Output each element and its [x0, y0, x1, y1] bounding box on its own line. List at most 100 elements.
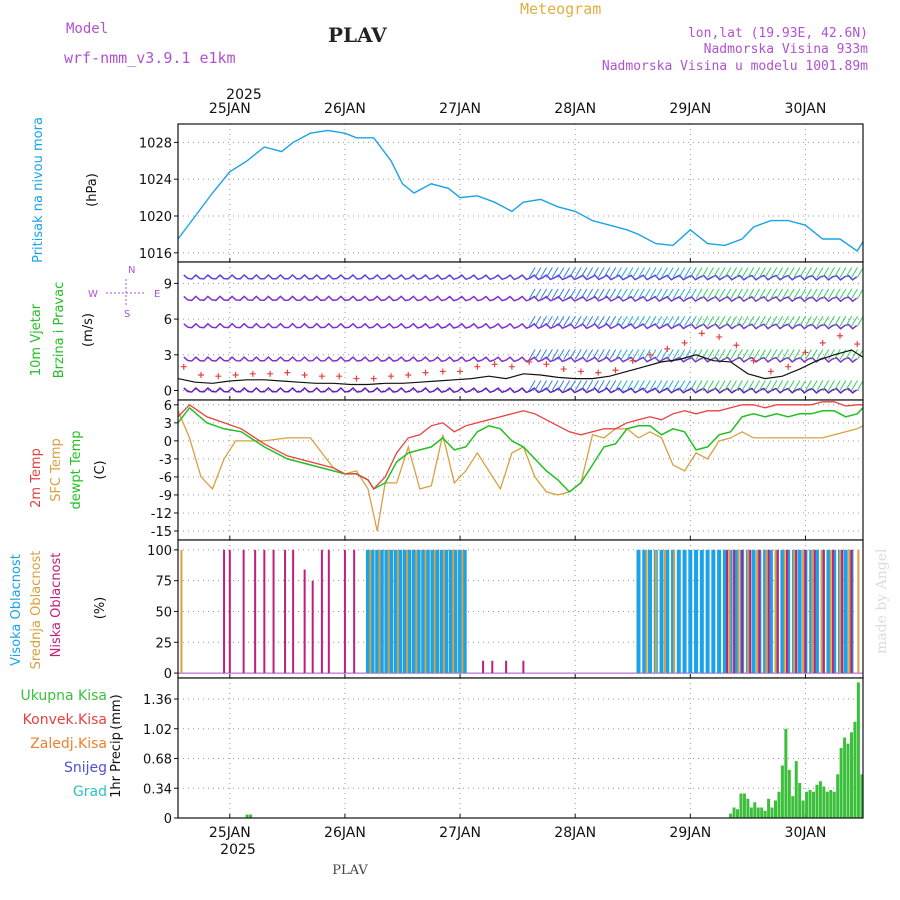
wind-barb: [540, 315, 548, 327]
wind-barb: [730, 288, 738, 300]
cloud-bar: [663, 549, 666, 674]
wind-barb: [597, 267, 605, 278]
wind-barb: [609, 380, 617, 391]
wind-barb: [851, 349, 858, 360]
cloud-bar: [673, 549, 676, 674]
wind-barb: [574, 267, 582, 278]
precip-bar: [822, 786, 826, 818]
wind-barb: [609, 349, 617, 360]
wind-barb: [695, 267, 703, 278]
wind-barb: [764, 267, 772, 278]
wind-barb: [793, 315, 801, 327]
precip-bar: [856, 682, 860, 818]
wind-barb: [540, 267, 548, 278]
precip-bar: [825, 791, 829, 818]
gust-marker: [767, 368, 774, 375]
wind-barb: [551, 288, 559, 300]
wind-barb: [580, 349, 588, 360]
y-tick-label: 1020: [139, 210, 172, 225]
wind-barb: [741, 315, 749, 327]
cloud-bar: [442, 549, 445, 674]
wind-barb: [609, 267, 617, 278]
wind-barb: [620, 380, 628, 391]
bottom-day-label: 25JAN: [209, 825, 251, 841]
wind-barb: [799, 267, 807, 278]
gust-marker: [249, 370, 256, 377]
wind-barb: [701, 288, 709, 300]
cloud-bar: [826, 549, 831, 674]
wind-barb: [781, 267, 789, 278]
wind-barb: [781, 315, 789, 327]
wind-barb: [603, 315, 611, 327]
wind-barb: [666, 267, 674, 278]
wind-barb: [718, 349, 726, 360]
cloud-bar: [726, 549, 729, 674]
wind-barb: [620, 349, 628, 360]
wind-barb: [822, 380, 830, 391]
precip-bar: [767, 798, 771, 818]
wind-barb: [615, 288, 622, 300]
cloud-bar: [717, 549, 722, 674]
top-day-label: 25JAN: [209, 101, 251, 117]
wind-barb: [787, 267, 795, 278]
cloud-bar: [416, 549, 421, 674]
bottom-day-label: 28JAN: [554, 825, 596, 841]
wind-barb: [568, 315, 576, 327]
gust-marker: [647, 351, 654, 358]
precip-bar: [780, 765, 784, 818]
gust-marker: [560, 366, 567, 373]
wind-barb: [603, 288, 611, 300]
wind-barb: [810, 315, 818, 327]
gust-marker: [284, 369, 291, 376]
wind-barb: [810, 288, 818, 300]
wind-barb: [649, 267, 657, 278]
wind-barb: [551, 349, 559, 360]
plot-area: [178, 400, 863, 540]
precip-bar: [787, 769, 791, 818]
wind-barb: [741, 349, 749, 360]
cloud-bar: [425, 549, 430, 674]
cloud-bar: [396, 549, 399, 674]
precip-bar: [791, 796, 795, 818]
wind-barb: [781, 349, 789, 360]
wind-barb: [845, 380, 853, 391]
cloud-bar: [398, 549, 403, 674]
cloud-bar: [776, 549, 779, 674]
wind-barb: [747, 349, 755, 360]
wind-barb: [528, 349, 536, 360]
gust-marker: [318, 373, 325, 380]
cloud-bar: [768, 549, 773, 674]
precip-bar: [732, 807, 736, 818]
cloud-bar: [180, 549, 183, 674]
cloud-bar: [832, 549, 835, 674]
cloud-bar: [369, 549, 372, 674]
station-title: PLAV: [328, 23, 387, 47]
cloud-bar: [767, 549, 770, 674]
legend-item: Ukupna Kisa: [20, 688, 107, 704]
gust-marker: [836, 332, 843, 339]
wind-barb: [856, 315, 864, 327]
wind-barb: [528, 315, 536, 327]
wind-barb: [632, 349, 640, 360]
cloud-bar: [406, 549, 409, 674]
wind-barb: [574, 288, 582, 300]
wind-barb: [626, 267, 634, 278]
wind-barb: [528, 380, 536, 391]
cloud-bar: [737, 549, 740, 674]
wind-barb: [833, 288, 841, 300]
cloud-bar: [659, 549, 664, 674]
wind-barb: [528, 288, 536, 300]
wind-barb: [724, 349, 732, 360]
y-tick-label: -15: [151, 525, 172, 540]
cloud-bar: [838, 549, 841, 674]
wind-barb: [586, 267, 594, 278]
compass-south: S: [124, 309, 130, 320]
wind-barb: [753, 349, 761, 360]
wind-barb: [620, 315, 628, 327]
wind-barb: [643, 380, 651, 391]
wind-barb: [856, 349, 864, 360]
cloud-bar: [320, 549, 323, 674]
top-day-labels: 25JAN 26JAN 27JAN 28JAN 29JAN 30JAN: [209, 101, 826, 117]
wind-barb: [632, 315, 640, 327]
wind-barb: [545, 315, 553, 327]
